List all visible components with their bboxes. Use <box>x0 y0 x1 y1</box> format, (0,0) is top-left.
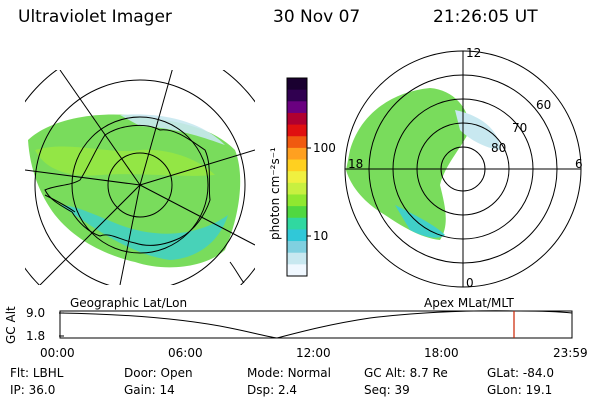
colorbar-segment <box>287 171 307 184</box>
apex-aurora-faint <box>455 110 500 150</box>
colorbar-segment <box>287 206 307 219</box>
colorbar-segment <box>287 241 307 254</box>
colorbar-segment <box>287 78 307 91</box>
status-door-value: Open <box>160 366 193 380</box>
status-glon: GLon: 19.1 <box>487 383 552 397</box>
colorbar-tick-10: 10 <box>313 229 329 243</box>
colorbar-segment <box>287 147 307 161</box>
antarctica-coastline <box>44 124 211 246</box>
colorbar-segment <box>287 264 307 277</box>
mlt-label-6: 6 <box>575 157 583 171</box>
geo-aurora-bright <box>35 146 215 176</box>
colorbar-segment <box>287 182 307 195</box>
status-gain-label: Gain: <box>124 383 156 397</box>
status-glat-label: GLat: <box>487 366 520 380</box>
status-mode: Mode: Normal <box>247 366 331 380</box>
altitude-xtick-4: 23:59 <box>553 346 588 360</box>
mlat-label-80: 80 <box>491 141 507 155</box>
colorbar-segment <box>287 101 307 114</box>
colorbar-segment <box>287 229 307 242</box>
status-gcalt: GC Alt: 8.7 Re <box>364 366 448 380</box>
geo-aurora-faint <box>120 114 225 145</box>
mlat-label-60: 60 <box>536 98 552 112</box>
status-seq-value: 39 <box>394 383 410 397</box>
colorbar-tick-100: 100 <box>313 141 336 155</box>
status-mode-value: Normal <box>287 366 331 380</box>
colorbar <box>287 78 307 277</box>
status-flt: Flt: LBHL <box>10 366 63 380</box>
status-glat-value: -84.0 <box>522 366 554 380</box>
status-dsp-value: 2.4 <box>277 383 298 397</box>
altitude-plot <box>59 310 573 339</box>
colorbar-segment <box>287 124 307 137</box>
status-seq-label: Seq: <box>364 383 391 397</box>
status-gain: Gain: 14 <box>124 383 175 397</box>
status-flt-value: LBHL <box>32 366 64 380</box>
status-ip-label: IP: <box>10 383 25 397</box>
colorbar-segment <box>287 112 307 126</box>
status-door: Door: Open <box>124 366 193 380</box>
date-label: 30 Nov 07 <box>273 7 361 27</box>
status-seq: Seq: 39 <box>364 383 410 397</box>
altitude-ytick-min: 1.8 <box>26 329 46 343</box>
instrument-title: Ultraviolet Imager <box>18 7 172 27</box>
geographic-map <box>25 70 255 285</box>
status-gcalt-value: 8.7 Re <box>409 366 448 380</box>
altitude-xtick-0: 00:00 <box>40 346 75 360</box>
apex-map-caption: Apex MLat/MLT <box>424 296 514 310</box>
altitude-axis-title: GC Alt <box>4 306 18 344</box>
status-dsp: Dsp: 2.4 <box>247 383 297 397</box>
status-gain-value: 14 <box>159 383 175 397</box>
status-glon-value: 19.1 <box>525 383 553 397</box>
altitude-ytick-max: 9.0 <box>26 306 46 320</box>
status-door-label: Door: <box>124 366 157 380</box>
apex-map <box>344 50 582 288</box>
colorbar-segment <box>287 159 307 172</box>
status-flt-label: Flt: <box>10 366 29 380</box>
mlt-label-18: 18 <box>348 157 364 171</box>
colorbar-segment <box>287 194 307 207</box>
status-mode-label: Mode: <box>247 366 284 380</box>
status-gcalt-label: GC Alt: <box>364 366 406 380</box>
time-label: 21:26:05 UT <box>433 7 538 27</box>
status-ip-value: 36.0 <box>28 383 56 397</box>
altitude-curve <box>59 310 573 339</box>
altitude-xtick-2: 12:00 <box>296 346 331 360</box>
colorbar-unit-label: photon cm⁻²s⁻¹ <box>268 147 282 240</box>
colorbar-segment <box>287 252 307 265</box>
apex-aurora-emission <box>346 88 470 240</box>
status-ip: IP: 36.0 <box>10 383 55 397</box>
colorbar-segment <box>287 89 307 102</box>
geo-aurora-cyan <box>60 205 228 260</box>
mlat-label-70: 70 <box>512 121 528 135</box>
colorbar-segment <box>287 136 307 149</box>
mlt-label-12: 12 <box>466 46 482 60</box>
colorbar-segment <box>287 217 307 230</box>
altitude-xtick-1: 06:00 <box>168 346 203 360</box>
geo-map-caption: Geographic Lat/Lon <box>70 296 188 310</box>
apex-aurora-cyan <box>395 205 445 238</box>
status-glat: GLat: -84.0 <box>487 366 554 380</box>
mlt-label-0: 0 <box>466 276 474 290</box>
status-glon-label: GLon: <box>487 383 522 397</box>
status-dsp-label: Dsp: <box>247 383 275 397</box>
altitude-xtick-3: 18:00 <box>424 346 459 360</box>
